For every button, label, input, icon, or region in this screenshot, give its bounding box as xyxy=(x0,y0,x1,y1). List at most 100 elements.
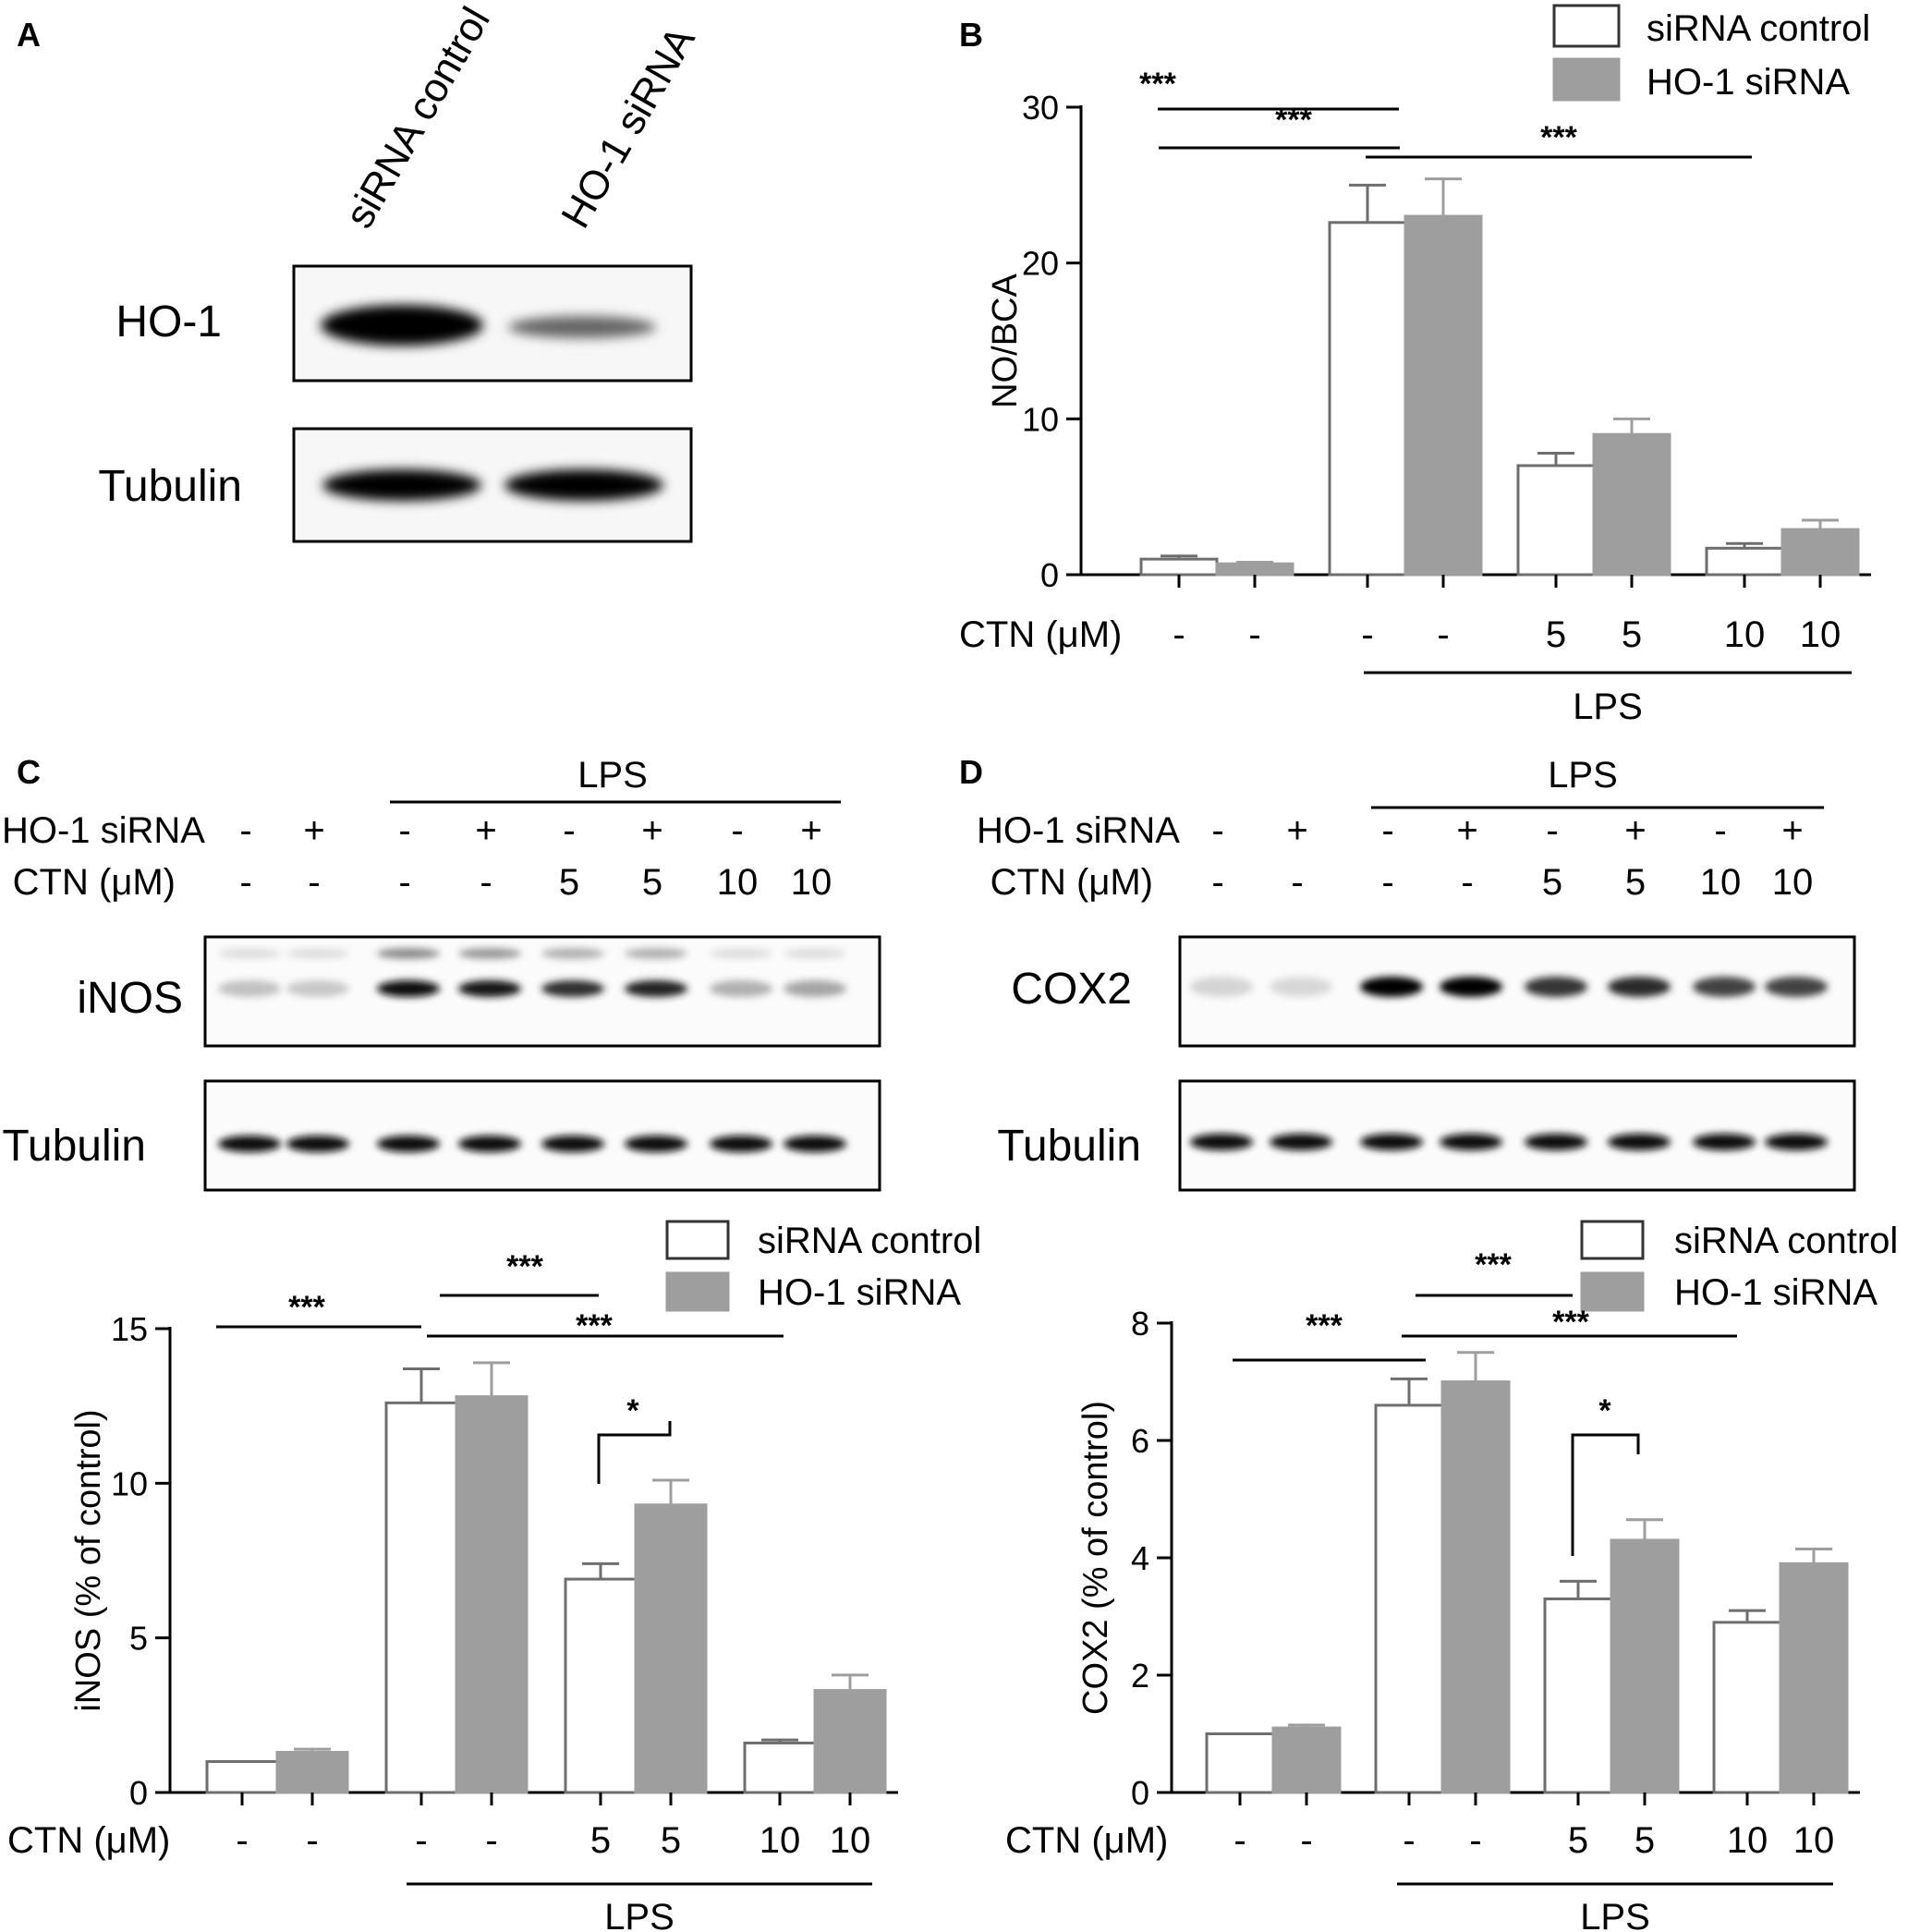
band xyxy=(1270,977,1332,997)
ctn-value: 5 xyxy=(559,862,579,903)
blot-d-signs: - + - + - + - + - - - - 5 5 10 10 xyxy=(1211,810,1813,903)
bar-d-sirna xyxy=(1610,1538,1680,1794)
band xyxy=(710,948,772,959)
sirna-sign: + xyxy=(1781,810,1803,851)
cond-label-b: CTN (μM) xyxy=(959,614,1122,655)
bar-c-control xyxy=(743,1741,817,1794)
significance-label-c: *** xyxy=(506,1249,543,1284)
sirna-sign: + xyxy=(1286,810,1307,851)
x-tick-label-d: 5 xyxy=(1635,1820,1655,1861)
x-tick-label-c: 10 xyxy=(760,1820,801,1861)
legend-swatch-c xyxy=(665,1271,730,1312)
ctn-value: 10 xyxy=(1700,862,1742,903)
sirna-sign: - xyxy=(731,810,743,851)
blot-cox2 xyxy=(1178,935,1856,1048)
chart-c: 0 5 10 15 iNOS (% of control) - - 5 10 - - 5 10 CTN (… xyxy=(7,1220,981,1932)
blot-d-row2-label: CTN (μM) xyxy=(990,862,1153,903)
band xyxy=(541,980,604,997)
sirna-sign: - xyxy=(398,810,410,851)
band xyxy=(286,1136,349,1152)
band xyxy=(1270,1134,1332,1150)
bar-d-control xyxy=(1205,1732,1275,1794)
blot-inos xyxy=(203,935,881,1048)
x-tick-label-b: - xyxy=(1248,614,1260,655)
significance-bracket-c xyxy=(597,1421,672,1484)
band xyxy=(286,980,349,997)
y-tick-label-d: 8 xyxy=(1131,1305,1149,1343)
band xyxy=(1190,977,1253,997)
significance-label-d: *** xyxy=(1475,1247,1512,1282)
blot-label-ho1: HO-1 xyxy=(115,298,222,346)
y-tick-label-c: 15 xyxy=(111,1310,148,1348)
band xyxy=(1608,1134,1671,1150)
lane-label-ho1-sirna: HO-1 siRNA xyxy=(553,18,704,236)
y-tick-label-b: 0 xyxy=(1040,556,1059,594)
bar-b-sirna xyxy=(1592,432,1671,577)
y-tick-label-c: 10 xyxy=(111,1464,148,1502)
y-tick-label-d: 6 xyxy=(1131,1422,1149,1460)
bar-c-sirna xyxy=(634,1503,708,1794)
ctn-value: - xyxy=(1461,862,1473,903)
band xyxy=(625,980,687,997)
band xyxy=(784,948,846,959)
band xyxy=(377,980,440,997)
x-tick-label-d: 10 xyxy=(1793,1820,1835,1861)
significance-label-d: *** xyxy=(1552,1305,1589,1340)
x-tick-label-d: - xyxy=(1300,1820,1312,1861)
bar-b-control xyxy=(1705,546,1784,577)
bar-d-sirna xyxy=(1440,1380,1511,1794)
sirna-sign: - xyxy=(1714,810,1726,851)
y-axis-title-d: COX2 (% of control) xyxy=(1076,1401,1115,1715)
ctn-value: 10 xyxy=(1772,862,1814,903)
bar-b-control xyxy=(1328,221,1407,577)
blot-label-cox2: COX2 xyxy=(1011,965,1132,1014)
x-tick-label-d: - xyxy=(1403,1820,1415,1861)
ctn-value: - xyxy=(239,862,251,903)
ctn-value: 5 xyxy=(642,862,662,903)
blot-d-row1-label: HO-1 siRNA xyxy=(977,810,1180,851)
band xyxy=(1360,977,1423,997)
legend-swatch-b xyxy=(1552,4,1621,48)
sirna-sign: + xyxy=(641,810,662,851)
x-tick-label-b: - xyxy=(1173,614,1185,655)
blot-tubulin-d xyxy=(1178,1079,1856,1192)
sirna-sign: + xyxy=(303,810,324,851)
blot-tubulin-a xyxy=(292,427,693,543)
lane-label-sirna-control: siRNA control xyxy=(336,0,499,236)
legend-swatch-c xyxy=(665,1220,730,1260)
y-axis-title-b: NO/BCA xyxy=(986,273,1025,408)
y-tick-label-b: 20 xyxy=(1022,245,1059,283)
band xyxy=(458,948,521,959)
blot-c-row1-label: HO-1 siRNA xyxy=(2,810,205,851)
x-tick-label-c: 5 xyxy=(661,1820,681,1861)
bar-c-control xyxy=(564,1577,638,1794)
cond-label-d: CTN (μM) xyxy=(1005,1820,1168,1861)
x-tick-label-d: 10 xyxy=(1727,1820,1768,1861)
ctn-value: - xyxy=(1381,862,1393,903)
legend-label-d: HO-1 siRNA xyxy=(1674,1272,1878,1313)
sirna-sign: + xyxy=(1456,810,1477,851)
legend-label-c: HO-1 siRNA xyxy=(758,1272,961,1313)
sirna-sign: + xyxy=(1624,810,1646,851)
sirna-sign: - xyxy=(1211,810,1223,851)
ctn-value: - xyxy=(480,862,492,903)
bar-b-sirna xyxy=(1215,562,1294,577)
y-tick-label-c: 5 xyxy=(129,1620,148,1658)
panel-c-blot-section: C LPS HO-1 siRNA CTN (μM) - + - + - + - + - - - - 5 5… xyxy=(2,753,881,1192)
panel-b-letter: B xyxy=(959,16,983,54)
band xyxy=(1693,1134,1756,1150)
blot-ho1 xyxy=(292,264,693,383)
legend-swatch-b xyxy=(1552,57,1621,102)
blot-c-row2-label: CTN (μM) xyxy=(13,862,176,903)
legend-swatch-d xyxy=(1580,1271,1645,1312)
ctn-value: - xyxy=(398,862,410,903)
band-tubulin-a-sirna xyxy=(504,469,663,501)
band xyxy=(1765,1134,1828,1150)
panel-a: A siRNA control HO-1 siRNA HO-1 Tubulin xyxy=(17,0,704,543)
legend-label-c: siRNA control xyxy=(758,1221,981,1261)
legend-label-b: siRNA control xyxy=(1647,8,1870,49)
band xyxy=(377,948,440,959)
band xyxy=(458,1136,521,1152)
x-tick-label-b: - xyxy=(1361,614,1373,655)
band xyxy=(625,1136,687,1152)
